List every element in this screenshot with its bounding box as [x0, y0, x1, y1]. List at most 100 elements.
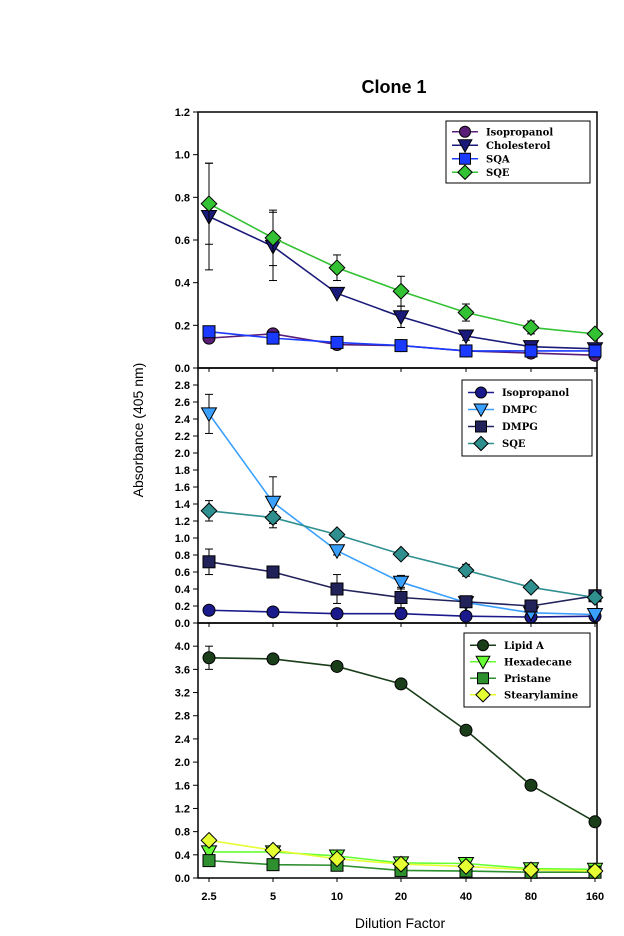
chart-title: Clone 1	[361, 77, 426, 97]
y-tick-label: 0.6	[175, 567, 190, 579]
legend-label: Stearylamine	[504, 690, 578, 701]
legend-label: Hexadecane	[504, 657, 572, 668]
y-tick-label: 0.2	[175, 601, 190, 613]
y-tick-label: 1.2	[175, 803, 190, 815]
legend-marker	[475, 655, 491, 670]
legend-marker	[473, 403, 489, 418]
data-point	[524, 344, 538, 358]
legend-bottom: Lipid A Hexadecane Pristane Stearylamine	[463, 632, 591, 708]
y-tick-label: 2.6	[175, 397, 190, 409]
data-point	[459, 609, 473, 623]
legend-label: SQE	[502, 439, 526, 450]
y-tick-label: 2.8	[175, 380, 190, 392]
legend-marker	[475, 420, 487, 433]
data-point	[264, 229, 282, 247]
data-point	[330, 659, 344, 673]
data-point	[459, 344, 473, 358]
x-tick-label: 2.5	[201, 891, 216, 903]
data-point	[328, 850, 346, 868]
legend-marker	[459, 125, 471, 138]
data-point	[394, 677, 408, 691]
x-tick-label: 20	[395, 891, 407, 903]
data-point	[522, 578, 540, 596]
data-point	[264, 509, 282, 527]
y-tick-label: 2.8	[175, 711, 190, 723]
data-point	[586, 608, 604, 624]
legend-marker	[475, 686, 491, 703]
data-point	[392, 855, 410, 873]
series-lipid a	[202, 645, 602, 829]
data-point	[200, 407, 218, 423]
legend-label: SQE	[486, 168, 510, 179]
y-tick-label: 1.2	[175, 516, 190, 528]
x-tick-label: 40	[460, 891, 472, 903]
y-tick-label: 3.6	[175, 664, 190, 676]
y-tick-label: 2.4	[175, 734, 191, 746]
data-point	[522, 318, 540, 336]
legend-label: Lipid A	[504, 641, 544, 652]
data-point	[394, 607, 408, 621]
data-point	[459, 723, 473, 737]
data-point	[330, 607, 344, 621]
data-point	[266, 565, 280, 579]
data-point	[586, 588, 604, 607]
legend-marker	[473, 435, 489, 452]
legend-marker	[477, 672, 489, 685]
y-tick-label: 0.4	[175, 850, 191, 862]
data-point	[202, 854, 216, 868]
x-tick-label: 5	[270, 891, 276, 903]
y-tick-label: 0.8	[175, 550, 190, 562]
data-point	[266, 858, 280, 872]
series-sqa	[202, 325, 602, 358]
y-tick-label: 0.4	[175, 584, 191, 596]
legend-label: Isopropanol	[486, 127, 553, 138]
y-tick-label: 1.4	[175, 499, 191, 511]
series-isopropanol	[202, 603, 602, 624]
data-point	[392, 545, 410, 563]
legend-top: Isopropanol Cholesterol SQA SQE	[445, 120, 591, 184]
data-point	[202, 651, 216, 665]
y-tick-label: 1.0	[175, 150, 190, 162]
y-tick-label: 3.2	[175, 688, 190, 700]
data-point	[266, 605, 280, 619]
data-point	[202, 325, 216, 339]
y-tick-label: 0.0	[175, 618, 190, 630]
series-sqe	[200, 500, 604, 607]
y-tick-label: 0.0	[175, 363, 190, 375]
data-point	[328, 544, 346, 560]
y-tick-label: 2.0	[175, 448, 190, 460]
y-tick-label: 1.0	[175, 533, 190, 545]
legend-label: Isopropanol	[502, 388, 569, 399]
series-stearylamine	[200, 831, 604, 880]
panel-bottom: 0.0 0.4 0.8 1.2 1.6 2.0 2.4 2.8 3.2 3.6 4.0 Lipid A…	[175, 622, 604, 885]
x-axis-label: Dilution Factor	[355, 915, 446, 931]
x-tick-labels: 2.5 5 10 20 40 80 160	[201, 891, 604, 903]
data-point	[394, 339, 408, 353]
data-point	[200, 502, 218, 520]
y-tick-label: 4.0	[175, 641, 190, 653]
data-point	[392, 282, 410, 300]
data-point	[202, 603, 216, 617]
data-point	[392, 575, 410, 591]
y-tick-label: 0.0	[175, 873, 190, 885]
y-tick-label: 1.8	[175, 465, 190, 477]
x-tick-label: 80	[525, 891, 537, 903]
legend-label: Cholesterol	[486, 141, 551, 152]
data-point	[524, 599, 538, 613]
data-point	[328, 286, 346, 302]
data-point	[524, 778, 538, 792]
data-point	[264, 495, 282, 511]
series-dmpg	[202, 548, 602, 613]
legend-label: DMPC	[502, 405, 537, 416]
data-point	[330, 335, 344, 349]
data-point	[392, 310, 410, 326]
legend-marker	[457, 139, 473, 154]
legend-middle: Isopropanol DMPC DMPG SQE	[461, 379, 593, 457]
data-point	[522, 861, 540, 879]
series-sqe	[200, 162, 604, 343]
panels-group: 0.0 0.2 0.4 0.6 0.8 1.0 1.2 Isopropanol Choleste…	[175, 107, 604, 885]
y-axis-label: Absorbance (405 nm)	[130, 363, 146, 498]
data-point	[330, 582, 344, 596]
data-point	[394, 591, 408, 604]
x-tick-label: 160	[586, 891, 604, 903]
